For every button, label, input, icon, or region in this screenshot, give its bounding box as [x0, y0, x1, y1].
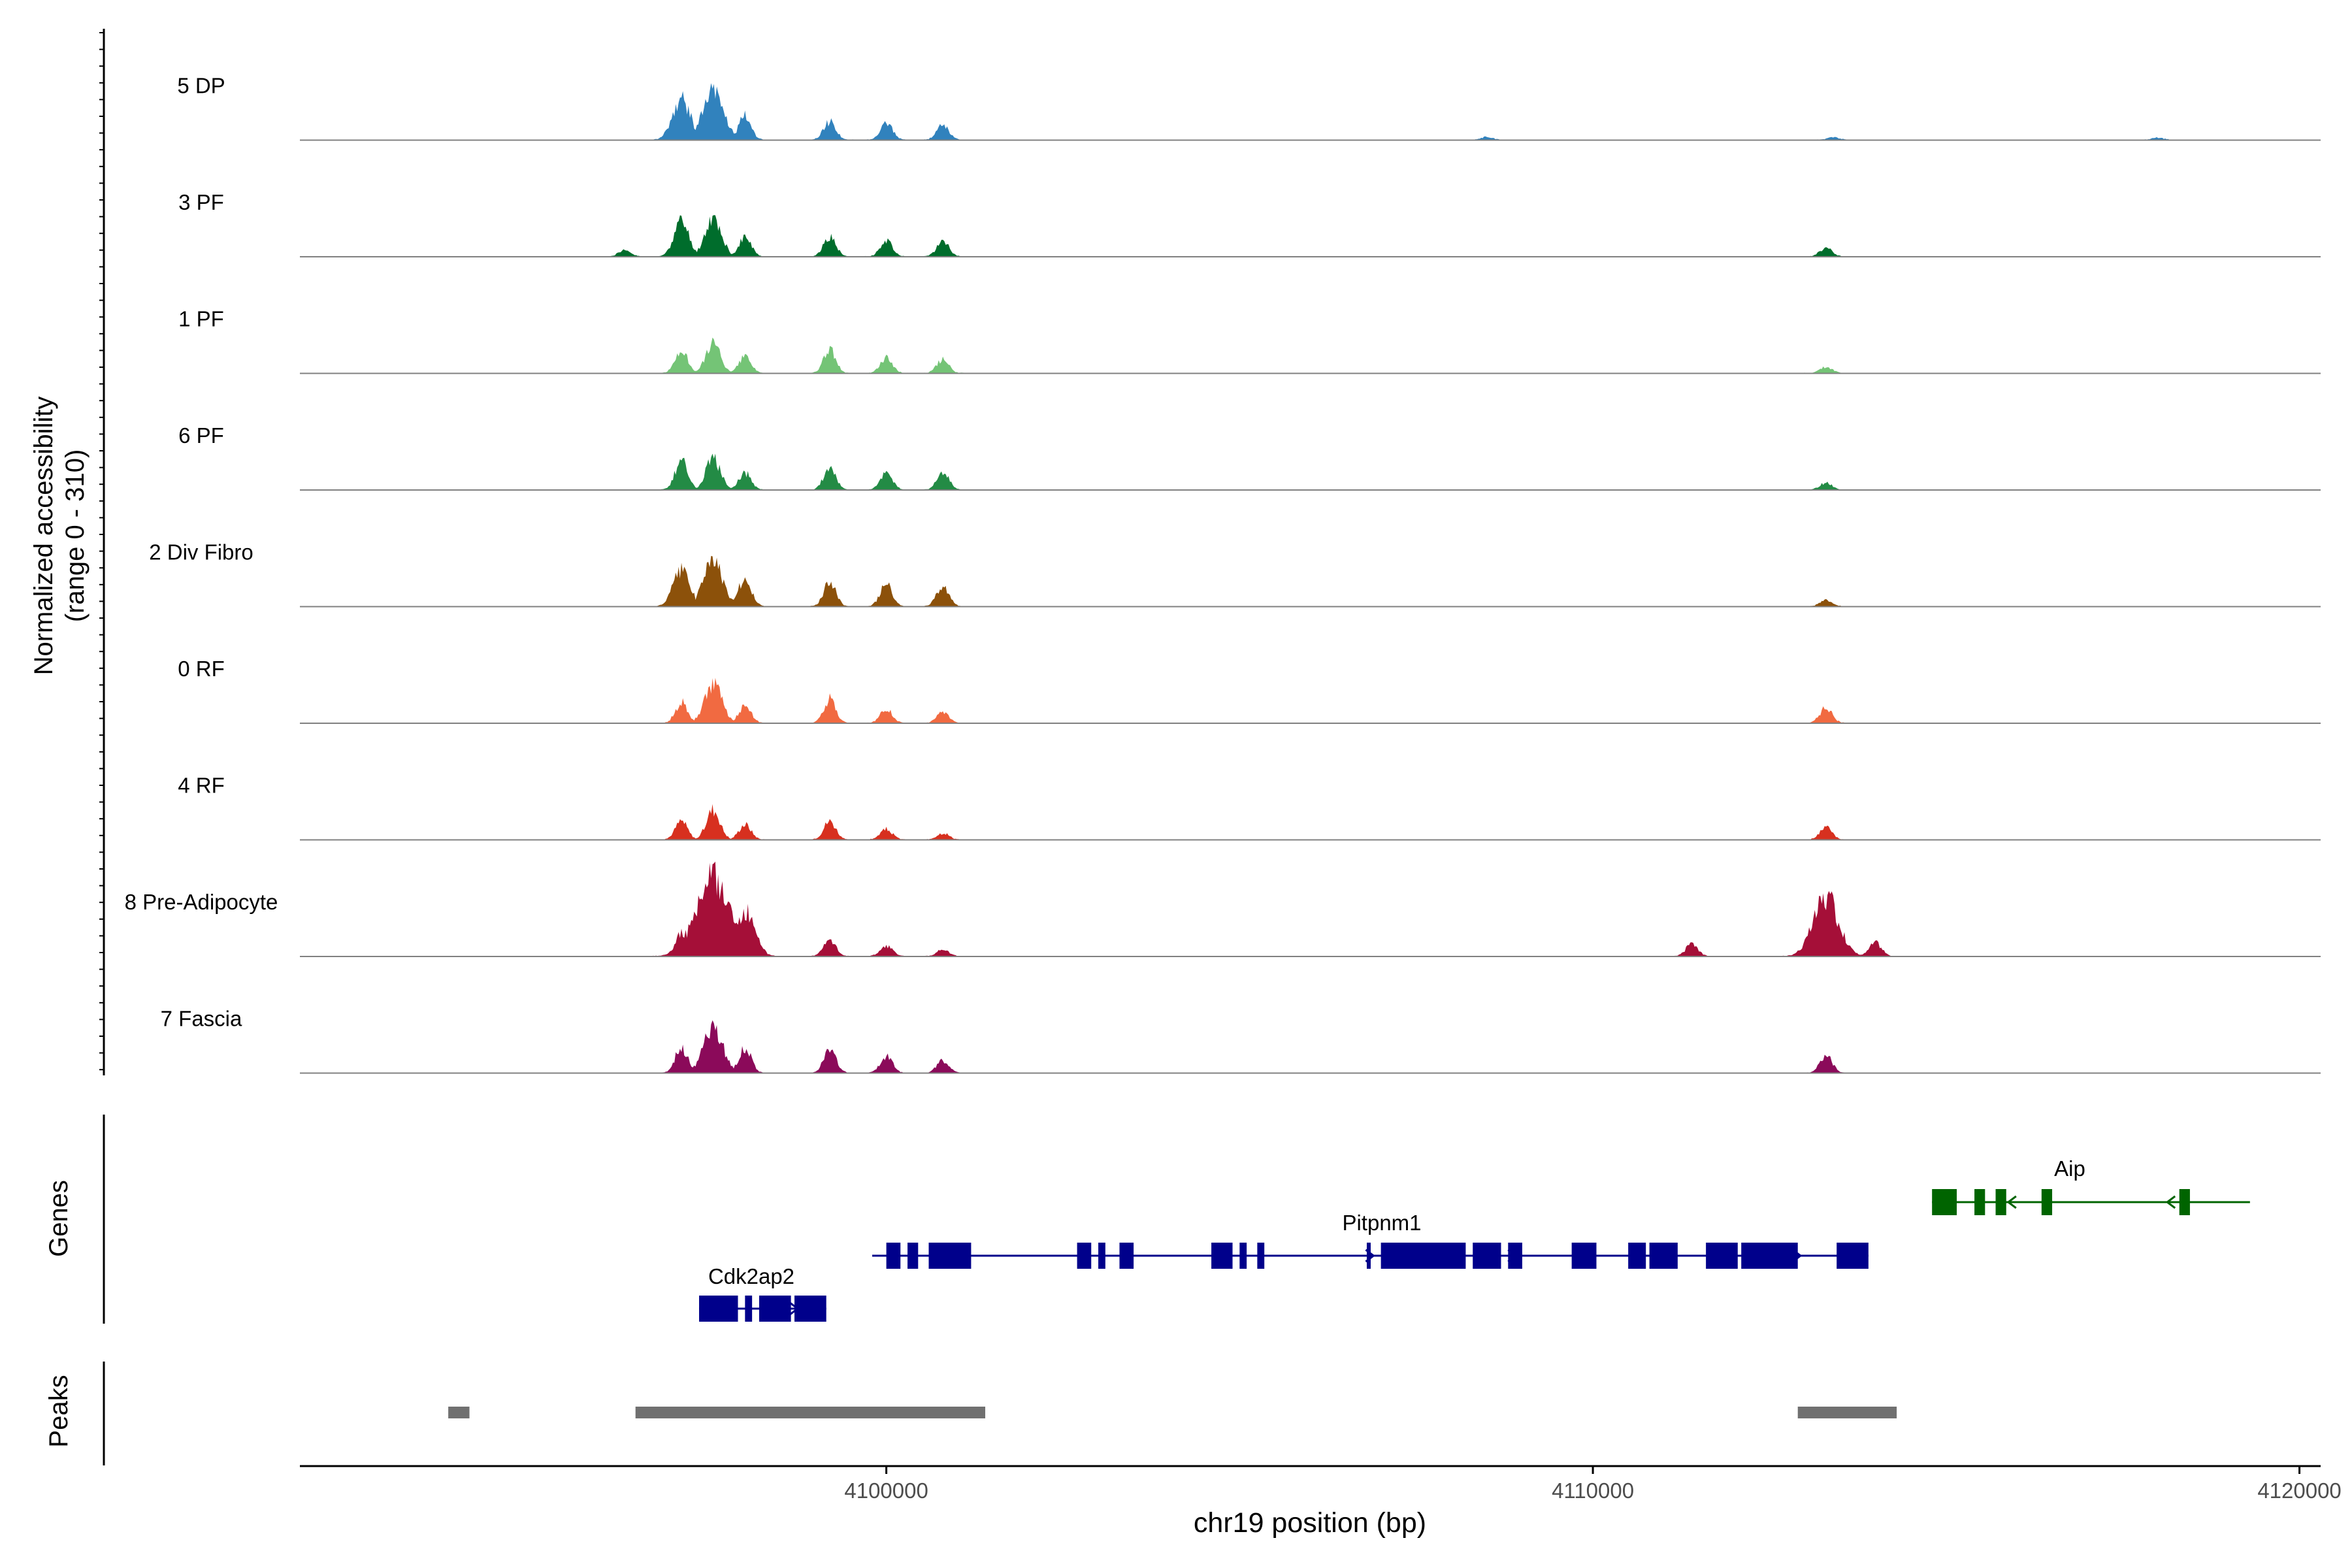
exon [794, 1296, 826, 1322]
gene-pitpnm1: Pitpnm1 [872, 1211, 1869, 1269]
exon [1380, 1243, 1466, 1269]
track-8-pre-adipocyte: 8 Pre-Adipocyte [125, 861, 2321, 957]
exon [1473, 1243, 1501, 1269]
track-1-pf: 1 PF [178, 307, 2321, 374]
exon [1706, 1243, 1738, 1269]
track-label-0-rf: 0 RF [178, 657, 225, 681]
x-axis-label: chr19 position (bp) [1194, 1507, 1426, 1539]
gene-label-aip: Aip [2054, 1156, 2085, 1181]
y-axis-label: Normalized accessibility (range 0 - 310) [29, 397, 90, 676]
coverage-area-3-pf [413, 215, 2222, 257]
coverage-area-2-div-fibro [413, 555, 2222, 607]
x-tick-label: 4120000 [2257, 1478, 2341, 1503]
gene-cdk2ap2: Cdk2ap2 [699, 1264, 826, 1322]
peak-bar [635, 1407, 986, 1418]
exon [2179, 1189, 2190, 1215]
exon [1649, 1243, 1678, 1269]
track-label-5-dp: 5 DP [177, 74, 225, 98]
exon [886, 1243, 901, 1269]
track-4-rf: 4 RF [178, 774, 2321, 841]
track-2-div-fibro: 2 Div Fibro [149, 540, 2321, 608]
exon [759, 1296, 791, 1322]
coverage-area-0-rf [413, 678, 2222, 723]
track-label-6-pf: 6 PF [178, 423, 224, 448]
exon [1932, 1189, 1957, 1215]
exon [1628, 1243, 1646, 1269]
exon [1211, 1243, 1233, 1269]
exon [699, 1296, 738, 1322]
exon [745, 1296, 753, 1322]
coverage-area-8-pre-adipocyte [413, 861, 2222, 956]
exon [907, 1243, 919, 1269]
gene-label-cdk2ap2: Cdk2ap2 [708, 1264, 794, 1288]
gene-aip: Aip [1932, 1156, 2250, 1215]
gene-track: Cdk2ap2 Pitpnm1 Aip [103, 1115, 2250, 1324]
coverage-tracks: 5 DP 3 PF 1 PF 6 PF 2 Div Fibro 0 RF 4 RF 8 Pre… [99, 29, 2321, 1075]
track-6-pf: 6 PF [178, 423, 2321, 491]
peaks-track-label: Peaks [44, 1375, 73, 1447]
gene-label-pitpnm1: Pitpnm1 [1342, 1211, 1421, 1235]
peaks-track [103, 1362, 1897, 1465]
exon [1508, 1243, 1522, 1269]
peak-bar [1797, 1407, 1897, 1418]
exon [1974, 1189, 1985, 1215]
exon [1367, 1243, 1371, 1269]
y-axis-label-line-2: (range 0 - 310) [61, 449, 90, 623]
x-tick-label: 4100000 [844, 1478, 928, 1503]
track-label-1-pf: 1 PF [178, 307, 224, 331]
track-7-fascia: 7 Fascia [161, 1007, 2321, 1074]
coverage-area-6-pf [413, 453, 2222, 490]
coverage-area-7-fascia [413, 1020, 2222, 1073]
track-label-2-div-fibro: 2 Div Fibro [149, 540, 253, 564]
track-0-rf: 0 RF [178, 657, 2321, 724]
strand-arrow [2165, 1195, 2176, 1209]
exon [928, 1243, 972, 1269]
gene-track-label: Genes [44, 1180, 73, 1257]
exon [1741, 1243, 1798, 1269]
coverage-area-4-rf [413, 804, 2222, 840]
coverage-area-5-dp [413, 83, 2222, 140]
x-tick-label: 4110000 [1552, 1478, 1634, 1503]
strand-arrow [2006, 1195, 2017, 1209]
exon [1257, 1243, 1265, 1269]
exon [1119, 1243, 1134, 1269]
track-label-3-pf: 3 PF [178, 190, 224, 214]
exon [1077, 1243, 1092, 1269]
exon [1837, 1243, 1869, 1269]
exon [1239, 1243, 1247, 1269]
exon [1098, 1243, 1105, 1269]
track-3-pf: 3 PF [178, 190, 2321, 257]
track-label-7-fascia: 7 Fascia [161, 1007, 242, 1031]
track-label-4-rf: 4 RF [178, 774, 225, 798]
peak-bar [448, 1407, 470, 1418]
exon [2041, 1189, 2053, 1215]
y-axis-label-line-1: Normalized accessibility [29, 397, 58, 676]
track-label-8-pre-adipocyte: 8 Pre-Adipocyte [125, 890, 278, 914]
coverage-area-1-pf [413, 337, 2222, 374]
x-axis: 4100000 4110000 4120000 [300, 1465, 2342, 1503]
track-5-dp: 5 DP [177, 74, 2321, 141]
exon [1571, 1243, 1597, 1269]
exon [1995, 1189, 2006, 1215]
